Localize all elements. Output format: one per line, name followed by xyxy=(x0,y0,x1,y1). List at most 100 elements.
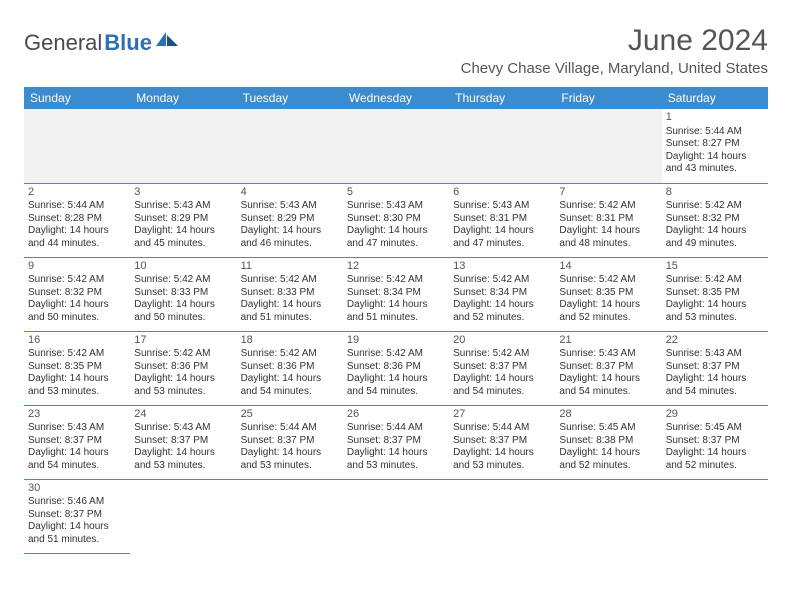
sunset-line: Sunset: 8:30 PM xyxy=(347,213,445,226)
calendar-cell: 2Sunrise: 5:44 AMSunset: 8:28 PMDaylight… xyxy=(24,183,130,257)
calendar-cell: 16Sunrise: 5:42 AMSunset: 8:35 PMDayligh… xyxy=(24,331,130,405)
daylight-line: Daylight: 14 hours xyxy=(666,373,764,386)
calendar-week: 1Sunrise: 5:44 AMSunset: 8:27 PMDaylight… xyxy=(24,109,768,183)
calendar-week: 23Sunrise: 5:43 AMSunset: 8:37 PMDayligh… xyxy=(24,405,768,479)
sunset-line: Sunset: 8:37 PM xyxy=(666,435,764,448)
daylight-line: and 49 minutes. xyxy=(666,238,764,251)
calendar-cell: 19Sunrise: 5:42 AMSunset: 8:36 PMDayligh… xyxy=(343,331,449,405)
sunrise-line: Sunrise: 5:43 AM xyxy=(347,200,445,213)
calendar-cell: 4Sunrise: 5:43 AMSunset: 8:29 PMDaylight… xyxy=(237,183,343,257)
sunset-line: Sunset: 8:37 PM xyxy=(453,435,551,448)
daylight-line: Daylight: 14 hours xyxy=(241,373,339,386)
daylight-line: Daylight: 14 hours xyxy=(453,373,551,386)
sunrise-line: Sunrise: 5:43 AM xyxy=(559,348,657,361)
day-number: 25 xyxy=(241,408,339,422)
calendar-cell: 14Sunrise: 5:42 AMSunset: 8:35 PMDayligh… xyxy=(555,257,661,331)
daylight-line: and 53 minutes. xyxy=(347,460,445,473)
sunset-line: Sunset: 8:37 PM xyxy=(453,361,551,374)
weekday-header: Tuesday xyxy=(237,87,343,109)
calendar-cell xyxy=(130,479,236,553)
day-number: 17 xyxy=(134,334,232,348)
day-number: 8 xyxy=(666,186,764,200)
sunrise-line: Sunrise: 5:43 AM xyxy=(28,422,126,435)
calendar-cell: 25Sunrise: 5:44 AMSunset: 8:37 PMDayligh… xyxy=(237,405,343,479)
daylight-line: Daylight: 14 hours xyxy=(134,225,232,238)
sunset-line: Sunset: 8:31 PM xyxy=(453,213,551,226)
calendar-week: 30Sunrise: 5:46 AMSunset: 8:37 PMDayligh… xyxy=(24,479,768,553)
sunrise-line: Sunrise: 5:42 AM xyxy=(453,274,551,287)
sunrise-line: Sunrise: 5:42 AM xyxy=(28,274,126,287)
calendar-cell: 21Sunrise: 5:43 AMSunset: 8:37 PMDayligh… xyxy=(555,331,661,405)
daylight-line: Daylight: 14 hours xyxy=(241,299,339,312)
daylight-line: Daylight: 14 hours xyxy=(134,447,232,460)
daylight-line: Daylight: 14 hours xyxy=(347,299,445,312)
sunrise-line: Sunrise: 5:44 AM xyxy=(666,126,764,139)
daylight-line: and 53 minutes. xyxy=(28,386,126,399)
sunrise-line: Sunrise: 5:43 AM xyxy=(134,200,232,213)
sunrise-line: Sunrise: 5:42 AM xyxy=(666,274,764,287)
daylight-line: and 45 minutes. xyxy=(134,238,232,251)
sunrise-line: Sunrise: 5:45 AM xyxy=(666,422,764,435)
page-header: General Blue June 2024 Chevy Chase Villa… xyxy=(24,24,768,83)
calendar-cell: 1Sunrise: 5:44 AMSunset: 8:27 PMDaylight… xyxy=(662,109,768,183)
sunset-line: Sunset: 8:33 PM xyxy=(241,287,339,300)
sunrise-line: Sunrise: 5:43 AM xyxy=(666,348,764,361)
daylight-line: Daylight: 14 hours xyxy=(453,447,551,460)
daylight-line: and 52 minutes. xyxy=(559,460,657,473)
day-number: 3 xyxy=(134,186,232,200)
brand-logo: General Blue xyxy=(24,24,178,56)
location-subtitle: Chevy Chase Village, Maryland, United St… xyxy=(461,60,768,77)
weekday-header: Wednesday xyxy=(343,87,449,109)
calendar-cell: 24Sunrise: 5:43 AMSunset: 8:37 PMDayligh… xyxy=(130,405,236,479)
calendar-cell: 12Sunrise: 5:42 AMSunset: 8:34 PMDayligh… xyxy=(343,257,449,331)
sunrise-line: Sunrise: 5:44 AM xyxy=(28,200,126,213)
daylight-line: and 51 minutes. xyxy=(28,534,126,547)
calendar-cell: 15Sunrise: 5:42 AMSunset: 8:35 PMDayligh… xyxy=(662,257,768,331)
daylight-line: and 52 minutes. xyxy=(559,312,657,325)
sunset-line: Sunset: 8:35 PM xyxy=(559,287,657,300)
sunset-line: Sunset: 8:37 PM xyxy=(28,509,126,522)
daylight-line: Daylight: 14 hours xyxy=(559,225,657,238)
sunrise-line: Sunrise: 5:42 AM xyxy=(134,274,232,287)
daylight-line: and 51 minutes. xyxy=(347,312,445,325)
calendar-cell: 18Sunrise: 5:42 AMSunset: 8:36 PMDayligh… xyxy=(237,331,343,405)
daylight-line: Daylight: 14 hours xyxy=(666,447,764,460)
day-number: 10 xyxy=(134,260,232,274)
sunset-line: Sunset: 8:28 PM xyxy=(28,213,126,226)
daylight-line: Daylight: 14 hours xyxy=(28,373,126,386)
sunset-line: Sunset: 8:36 PM xyxy=(347,361,445,374)
calendar-cell: 11Sunrise: 5:42 AMSunset: 8:33 PMDayligh… xyxy=(237,257,343,331)
daylight-line: Daylight: 14 hours xyxy=(453,299,551,312)
sunset-line: Sunset: 8:37 PM xyxy=(134,435,232,448)
calendar-cell xyxy=(343,479,449,553)
sunrise-line: Sunrise: 5:43 AM xyxy=(241,200,339,213)
calendar-cell xyxy=(130,109,236,183)
sunset-line: Sunset: 8:37 PM xyxy=(347,435,445,448)
day-number: 4 xyxy=(241,186,339,200)
daylight-line: and 43 minutes. xyxy=(666,163,764,176)
daylight-line: and 52 minutes. xyxy=(453,312,551,325)
day-number: 7 xyxy=(559,186,657,200)
calendar-header-row: SundayMondayTuesdayWednesdayThursdayFrid… xyxy=(24,87,768,109)
sunrise-line: Sunrise: 5:43 AM xyxy=(134,422,232,435)
calendar-body: 1Sunrise: 5:44 AMSunset: 8:27 PMDaylight… xyxy=(24,109,768,553)
calendar-cell xyxy=(449,109,555,183)
daylight-line: Daylight: 14 hours xyxy=(666,299,764,312)
day-number: 22 xyxy=(666,334,764,348)
daylight-line: and 51 minutes. xyxy=(241,312,339,325)
calendar-cell: 9Sunrise: 5:42 AMSunset: 8:32 PMDaylight… xyxy=(24,257,130,331)
daylight-line: and 54 minutes. xyxy=(347,386,445,399)
daylight-line: and 53 minutes. xyxy=(666,312,764,325)
day-number: 20 xyxy=(453,334,551,348)
weekday-header: Saturday xyxy=(662,87,768,109)
daylight-line: Daylight: 14 hours xyxy=(559,447,657,460)
sunset-line: Sunset: 8:38 PM xyxy=(559,435,657,448)
sunset-line: Sunset: 8:37 PM xyxy=(241,435,339,448)
sunrise-line: Sunrise: 5:42 AM xyxy=(559,200,657,213)
sunrise-line: Sunrise: 5:42 AM xyxy=(241,274,339,287)
day-number: 6 xyxy=(453,186,551,200)
calendar-cell: 20Sunrise: 5:42 AMSunset: 8:37 PMDayligh… xyxy=(449,331,555,405)
day-number: 29 xyxy=(666,408,764,422)
day-number: 21 xyxy=(559,334,657,348)
daylight-line: Daylight: 14 hours xyxy=(453,225,551,238)
